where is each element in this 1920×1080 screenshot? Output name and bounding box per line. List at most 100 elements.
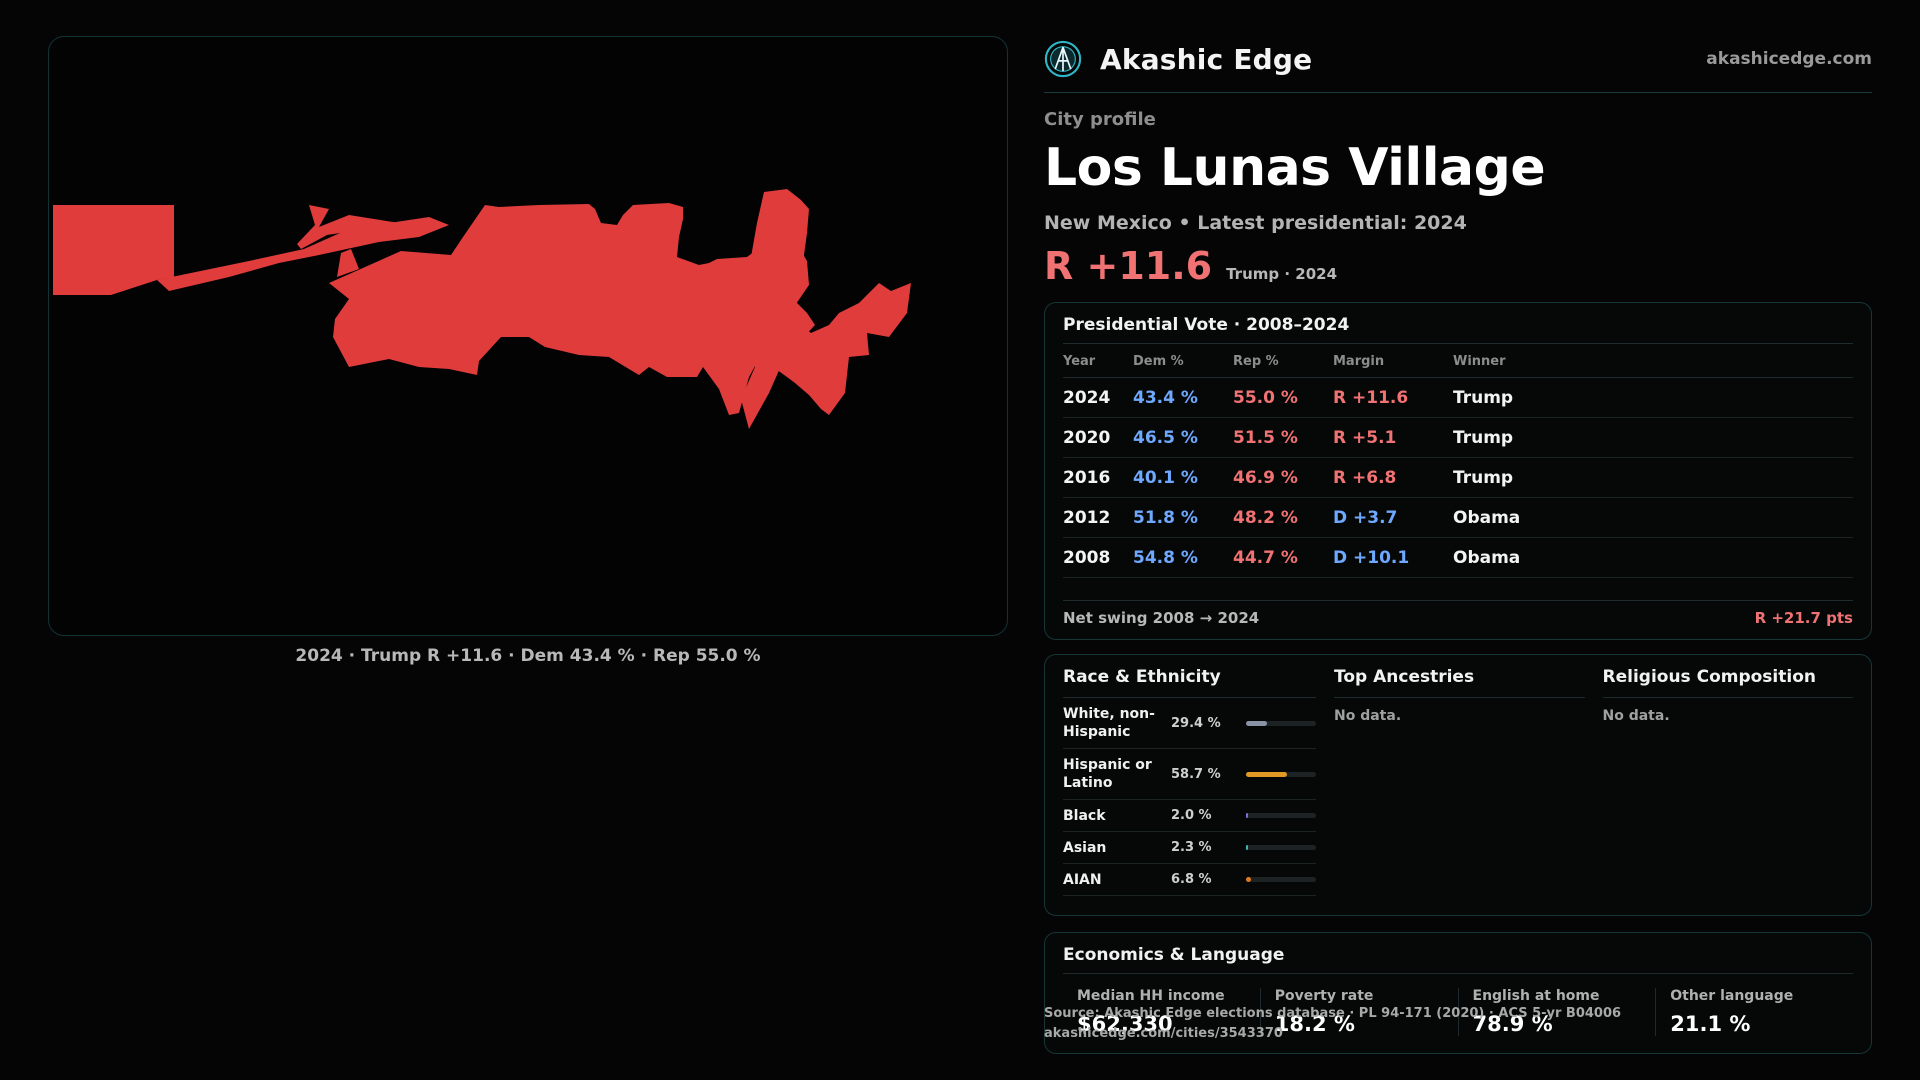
race-row: White, non-Hispanic 29.4 % — [1063, 698, 1316, 749]
boundary-strip — [157, 217, 449, 291]
cell-margin: R +6.8 — [1333, 457, 1453, 498]
econ-label: Median HH income — [1077, 988, 1225, 1004]
boundary-southeast-parcel — [773, 283, 911, 415]
race-value: 6.8 % — [1171, 872, 1212, 887]
net-swing-row: Net swing 2008 → 2024 R +21.7 pts — [1063, 600, 1853, 627]
cell-dem: 43.4 % — [1133, 377, 1233, 418]
race-bar-fill — [1246, 845, 1248, 850]
headline-margin: R +11.6 — [1044, 244, 1213, 288]
table-row: 2008 54.8 % 44.7 % D +10.1 Obama — [1063, 537, 1853, 578]
cell-dem: 54.8 % — [1133, 537, 1233, 578]
cell-winner: Obama — [1453, 537, 1853, 578]
cell-year: 2016 — [1063, 457, 1133, 498]
top-ancestries-empty: No data. — [1334, 708, 1402, 724]
city-boundary-shape — [53, 189, 911, 429]
cell-margin: R +11.6 — [1333, 377, 1453, 418]
race-bar-fill — [1246, 771, 1287, 777]
cell-winner: Trump — [1453, 457, 1853, 498]
econ-value: 18.2 % — [1274, 1012, 1355, 1036]
race-bar — [1246, 720, 1316, 726]
source-footer: Source: Akashic Edge elections database … — [1044, 1004, 1621, 1044]
race-row: AIAN 6.8 % — [1063, 864, 1316, 896]
cell-year: 2008 — [1063, 537, 1133, 578]
table-header-row: Year Dem % Rep % Margin Winner — [1063, 346, 1853, 378]
headline-margin-note: Trump · 2024 — [1226, 265, 1338, 283]
cell-rep: 48.2 % — [1233, 497, 1333, 538]
economics-grid: Median HH income $62,330 Poverty rate 18… — [1063, 988, 1853, 1036]
column-header-dem: Dem % — [1133, 346, 1233, 378]
city-boundary-map — [48, 36, 1008, 636]
econ-stat-median-income: Median HH income $62,330 — [1063, 988, 1260, 1036]
cell-margin: D +10.1 — [1333, 537, 1453, 578]
race-label: AIAN — [1063, 871, 1102, 888]
brand[interactable]: Akashic Edge — [1044, 40, 1312, 78]
race-bar — [1246, 813, 1316, 818]
econ-value: 21.1 % — [1670, 1012, 1751, 1036]
cell-margin: R +5.1 — [1333, 417, 1453, 458]
cell-rep: 55.0 % — [1233, 377, 1333, 418]
table-row: 2016 40.1 % 46.9 % R +6.8 Trump — [1063, 457, 1853, 498]
boundary-sliver-small — [337, 249, 359, 277]
race-ethnicity-section: Race & Ethnicity White, non-Hispanic 29.… — [1063, 667, 1316, 903]
cell-winner: Trump — [1453, 417, 1853, 458]
boundary-main-body — [329, 203, 809, 415]
race-ethnicity-title: Race & Ethnicity — [1063, 667, 1316, 698]
net-swing-value: R +21.7 pts — [1754, 609, 1853, 627]
race-bar-fill — [1246, 877, 1251, 882]
cell-winner: Trump — [1453, 377, 1853, 418]
cell-dem: 40.1 % — [1133, 457, 1233, 498]
cell-rep: 46.9 % — [1233, 457, 1333, 498]
race-bar-fill — [1246, 720, 1267, 726]
race-label: White, non-Hispanic — [1063, 706, 1155, 740]
cell-rep: 44.7 % — [1233, 537, 1333, 578]
boundary-sliver-north — [297, 205, 399, 249]
source-citation: Source: Akashic Edge elections database … — [1044, 1006, 1622, 1021]
top-ancestries-section: Top Ancestries No data. — [1334, 667, 1585, 903]
cell-rep: 51.5 % — [1233, 417, 1333, 458]
boundary-parcel-west — [53, 205, 174, 295]
race-label: Black — [1063, 807, 1106, 824]
net-swing-label: Net swing 2008 → 2024 — [1063, 609, 1260, 627]
econ-stat-poverty-rate: Poverty rate 18.2 % — [1259, 988, 1458, 1036]
source-url-link[interactable]: akashicedge.com/cities/3543370 — [1044, 1026, 1283, 1041]
page-title: Los Lunas Village — [1044, 138, 1546, 198]
brand-header: Akashic Edge akashicedge.com — [1044, 36, 1872, 93]
economics-language-title: Economics & Language — [1063, 945, 1853, 974]
race-value: 29.4 % — [1171, 715, 1221, 731]
race-label: Hispanic or Latino — [1063, 757, 1152, 791]
boundary-east-finger — [741, 189, 815, 429]
race-value: 2.3 % — [1171, 840, 1212, 855]
race-bar-fill — [1246, 813, 1248, 818]
religious-composition-title: Religious Composition — [1602, 667, 1853, 698]
demographics-card: Race & Ethnicity White, non-Hispanic 29.… — [1044, 654, 1872, 916]
page-eyebrow: City profile — [1044, 109, 1156, 130]
presidential-vote-card: Presidential Vote · 2008–2024 Year Dem %… — [1044, 302, 1872, 640]
column-header-year: Year — [1063, 346, 1133, 378]
econ-stat-other-language: Other language 21.1 % — [1655, 988, 1853, 1036]
cell-year: 2012 — [1063, 497, 1133, 538]
religious-composition-section: Religious Composition No data. — [1602, 667, 1853, 903]
cell-winner: Obama — [1453, 497, 1853, 538]
race-bar — [1246, 845, 1316, 850]
race-value: 2.0 % — [1171, 808, 1212, 823]
race-value: 58.7 % — [1171, 766, 1221, 782]
presidential-vote-table: Year Dem % Rep % Margin Winner 2024 43.4… — [1063, 346, 1853, 578]
presidential-vote-title: Presidential Vote · 2008–2024 — [1063, 315, 1853, 344]
race-row: Black 2.0 % — [1063, 800, 1316, 832]
cell-year: 2024 — [1063, 377, 1133, 418]
econ-value: $62,330 — [1077, 1012, 1173, 1036]
page-subtitle: New Mexico • Latest presidential: 2024 — [1044, 212, 1467, 234]
brand-url-link[interactable]: akashicedge.com — [1706, 49, 1872, 69]
column-header-margin: Margin — [1333, 346, 1453, 378]
religious-composition-empty: No data. — [1602, 708, 1670, 724]
column-header-winner: Winner — [1453, 346, 1853, 378]
cell-margin: D +3.7 — [1333, 497, 1453, 538]
city-profile-panel: Akashic Edge akashicedge.com City profil… — [1044, 36, 1872, 1054]
econ-label: English at home — [1472, 988, 1600, 1004]
table-row: 2020 46.5 % 51.5 % R +5.1 Trump — [1063, 417, 1853, 458]
column-header-rep: Rep % — [1233, 346, 1333, 378]
cell-year: 2020 — [1063, 417, 1133, 458]
akashic-edge-logo-icon — [1044, 40, 1082, 78]
race-label: Asian — [1063, 839, 1107, 856]
top-ancestries-title: Top Ancestries — [1334, 667, 1585, 698]
